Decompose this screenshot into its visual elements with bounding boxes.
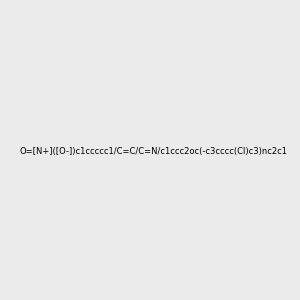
Text: O=[N+]([O-])c1ccccc1/C=C/C=N/c1ccc2oc(-c3cccc(Cl)c3)nc2c1: O=[N+]([O-])c1ccccc1/C=C/C=N/c1ccc2oc(-c… <box>20 147 288 156</box>
